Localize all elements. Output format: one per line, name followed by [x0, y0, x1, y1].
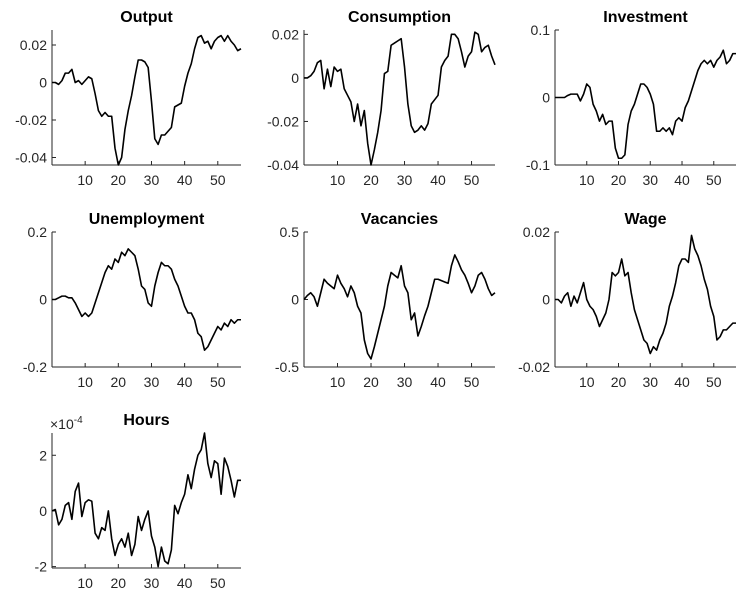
y-tick-label: -0.2	[23, 359, 47, 375]
x-tick-label: 50	[706, 374, 722, 390]
x-tick-label: 10	[579, 374, 595, 390]
y-tick-label: 0	[39, 503, 47, 519]
data-line	[52, 34, 242, 166]
subplot: Investment -0.1 0 0.1 10 20 30 40 50	[526, 9, 736, 188]
x-tick-label: 10	[77, 575, 93, 591]
x-tick-label: 20	[611, 172, 627, 188]
y-tick-label: 0	[39, 292, 47, 308]
subplot-title: Hours	[123, 412, 169, 429]
subplot-title: Unemployment	[89, 211, 205, 228]
subplot-title: Vacancies	[361, 211, 439, 228]
x-tick-label: 30	[642, 374, 658, 390]
y-tick-label: -2	[35, 559, 48, 575]
subplot-title: Wage	[624, 211, 666, 228]
y-tick-label: -0.02	[15, 112, 47, 128]
x-tick-label: 20	[363, 172, 379, 188]
data-line	[52, 248, 241, 351]
axis-exponent: ×10-4	[50, 415, 83, 432]
y-tick-label: -0.04	[267, 157, 299, 173]
x-tick-label: 50	[210, 374, 226, 390]
y-tick-label: 0.02	[20, 37, 47, 53]
exponent-base: ×10	[50, 416, 74, 432]
x-tick-label: 40	[177, 374, 193, 390]
y-tick-label: 0	[291, 292, 299, 308]
data-line	[51, 432, 241, 568]
x-tick-label: 50	[706, 172, 722, 188]
y-tick-label: -0.5	[275, 359, 299, 375]
x-tick-label: 30	[144, 575, 160, 591]
y-tick-label: 0	[39, 75, 47, 91]
y-tick-label: 0.2	[28, 224, 48, 240]
x-tick-label: 20	[111, 172, 127, 188]
data-line	[555, 49, 736, 160]
x-tick-label: 10	[77, 374, 93, 390]
y-tick-label: -0.02	[518, 359, 550, 375]
x-tick-label: 50	[464, 172, 480, 188]
subplot: Hours ×10-4 -2 0 2 10 20 30 40 50	[35, 412, 241, 591]
subplot-title: Investment	[603, 9, 688, 26]
y-tick-label: 0	[291, 70, 299, 86]
subplot: Vacancies -0.5 0 0.5 10 20 30 40 50	[275, 211, 496, 390]
y-tick-label: 0	[542, 90, 550, 106]
x-tick-label: 50	[210, 172, 226, 188]
y-tick-label: 0.02	[523, 224, 550, 240]
y-tick-label: 0.5	[280, 224, 300, 240]
x-tick-label: 20	[111, 374, 127, 390]
x-tick-label: 30	[144, 374, 160, 390]
x-tick-label: 40	[674, 374, 690, 390]
data-line	[303, 254, 496, 360]
y-tick-label: 0	[542, 292, 550, 308]
x-tick-label: 20	[111, 575, 127, 591]
y-tick-label: -0.02	[267, 113, 299, 129]
x-tick-label: 40	[674, 172, 690, 188]
data-line	[555, 234, 736, 355]
y-tick-label: -0.1	[526, 157, 550, 173]
x-tick-label: 40	[430, 172, 446, 188]
x-tick-label: 10	[579, 172, 595, 188]
x-tick-label: 20	[363, 374, 379, 390]
x-tick-label: 20	[611, 374, 627, 390]
data-line	[304, 31, 496, 166]
y-tick-label: 0.1	[531, 22, 551, 38]
exponent-power: -4	[74, 415, 83, 426]
x-tick-label: 30	[397, 374, 413, 390]
x-tick-label: 40	[177, 172, 193, 188]
subplot-title: Output	[120, 9, 173, 26]
y-tick-label: -0.04	[15, 150, 47, 166]
x-tick-label: 30	[144, 172, 160, 188]
x-tick-label: 10	[330, 172, 346, 188]
x-tick-label: 30	[642, 172, 658, 188]
subplot: Consumption -0.04 -0.02 0 0.02 10 20 30 40 50	[267, 9, 496, 188]
y-tick-label: 2	[39, 447, 47, 463]
subplot: Wage -0.02 0 0.02 10 20 30 40 50	[518, 211, 736, 390]
x-tick-label: 10	[330, 374, 346, 390]
subplot: Output -0.04 -0.02 0 0.02 10 20 30 40 50	[15, 9, 242, 188]
x-tick-label: 50	[210, 575, 226, 591]
x-tick-label: 50	[464, 374, 480, 390]
x-tick-label: 30	[397, 172, 413, 188]
subplot-title: Consumption	[348, 9, 451, 26]
y-tick-label: 0.02	[272, 26, 299, 42]
x-tick-label: 40	[177, 575, 193, 591]
x-tick-label: 40	[430, 374, 446, 390]
x-tick-label: 10	[77, 172, 93, 188]
subplot: Unemployment -0.2 0 0.2 10 20 30 40 50	[23, 211, 241, 390]
